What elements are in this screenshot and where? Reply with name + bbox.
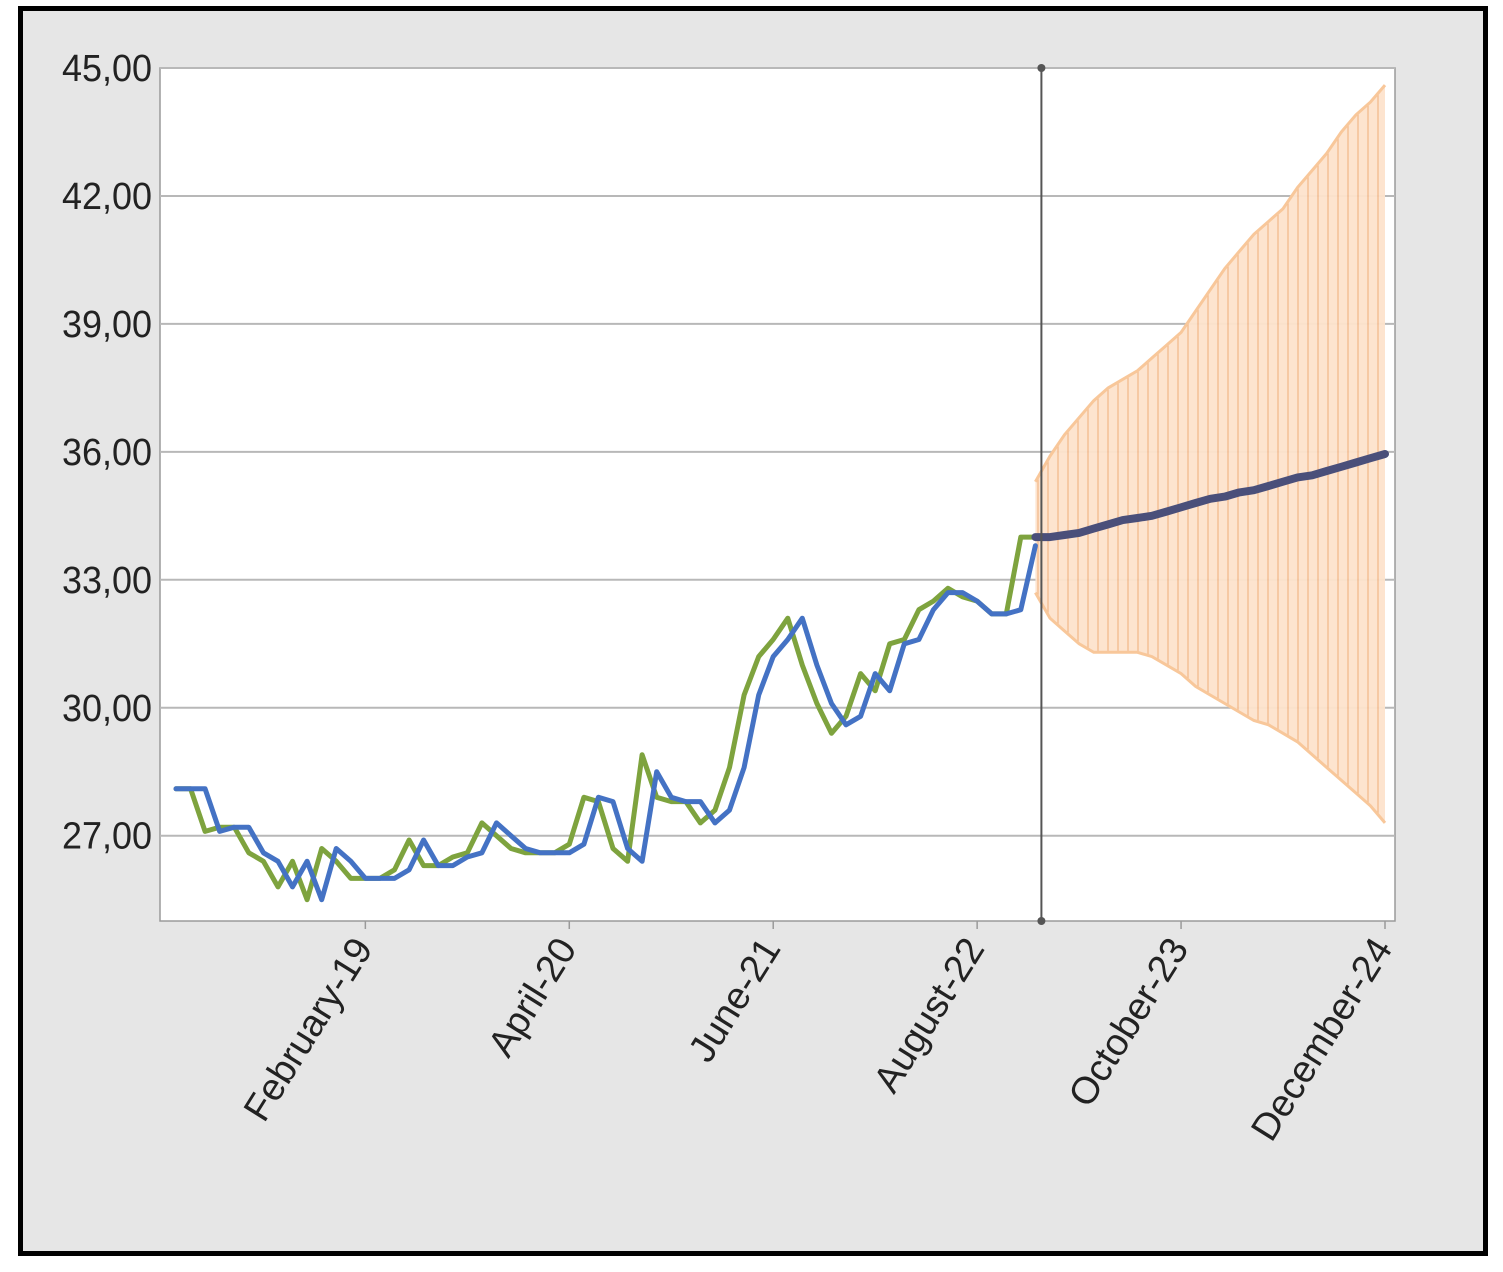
- confidence-upper-line: [1034, 84, 1387, 483]
- x-tick-label: August-22: [866, 931, 993, 1100]
- x-axis-ticks: February-19 April-20 June-21 August-22 Octob…: [236, 921, 1401, 1148]
- divider-top-marker: [1037, 64, 1046, 72]
- y-tick-label: 30,00: [62, 688, 152, 730]
- y-tick-label: 42,00: [62, 176, 152, 218]
- gridlines: [160, 67, 1395, 837]
- forecast-series-line: [1031, 450, 1389, 542]
- forecast-divider: [1037, 64, 1046, 925]
- y-tick-label: 39,00: [62, 304, 152, 346]
- fitted-series-line: [173, 543, 1038, 903]
- x-tick-label: June-21: [681, 931, 789, 1070]
- y-axis-ticks: 27,00 30,00 33,00 36,00 39,00 42,00 45,00: [62, 48, 152, 858]
- y-tick-label: 27,00: [62, 816, 152, 858]
- confidence-band-area: [1035, 85, 1385, 823]
- forecast-line-chart: 27,00 30,00 33,00 36,00 39,00 42,00 45,00 Febr…: [62, 48, 1401, 1148]
- series-lines: [173, 450, 1389, 903]
- x-tick-label: December-24: [1243, 931, 1401, 1148]
- x-tick-label: October-23: [1061, 931, 1197, 1114]
- x-tick-label: April-20: [480, 931, 585, 1064]
- actual-series-line: [173, 534, 1038, 903]
- y-tick-label: 45,00: [62, 48, 152, 90]
- y-tick-label: 33,00: [62, 560, 152, 602]
- y-tick-label: 36,00: [62, 432, 152, 474]
- divider-bottom-marker: [1037, 917, 1046, 925]
- confidence-band: [1034, 84, 1387, 824]
- x-tick-label: February-19: [236, 931, 381, 1129]
- confidence-lower-line: [1034, 591, 1387, 824]
- chart-frame: 27,00 30,00 33,00 36,00 39,00 42,00 45,00 Febr…: [18, 6, 1488, 1256]
